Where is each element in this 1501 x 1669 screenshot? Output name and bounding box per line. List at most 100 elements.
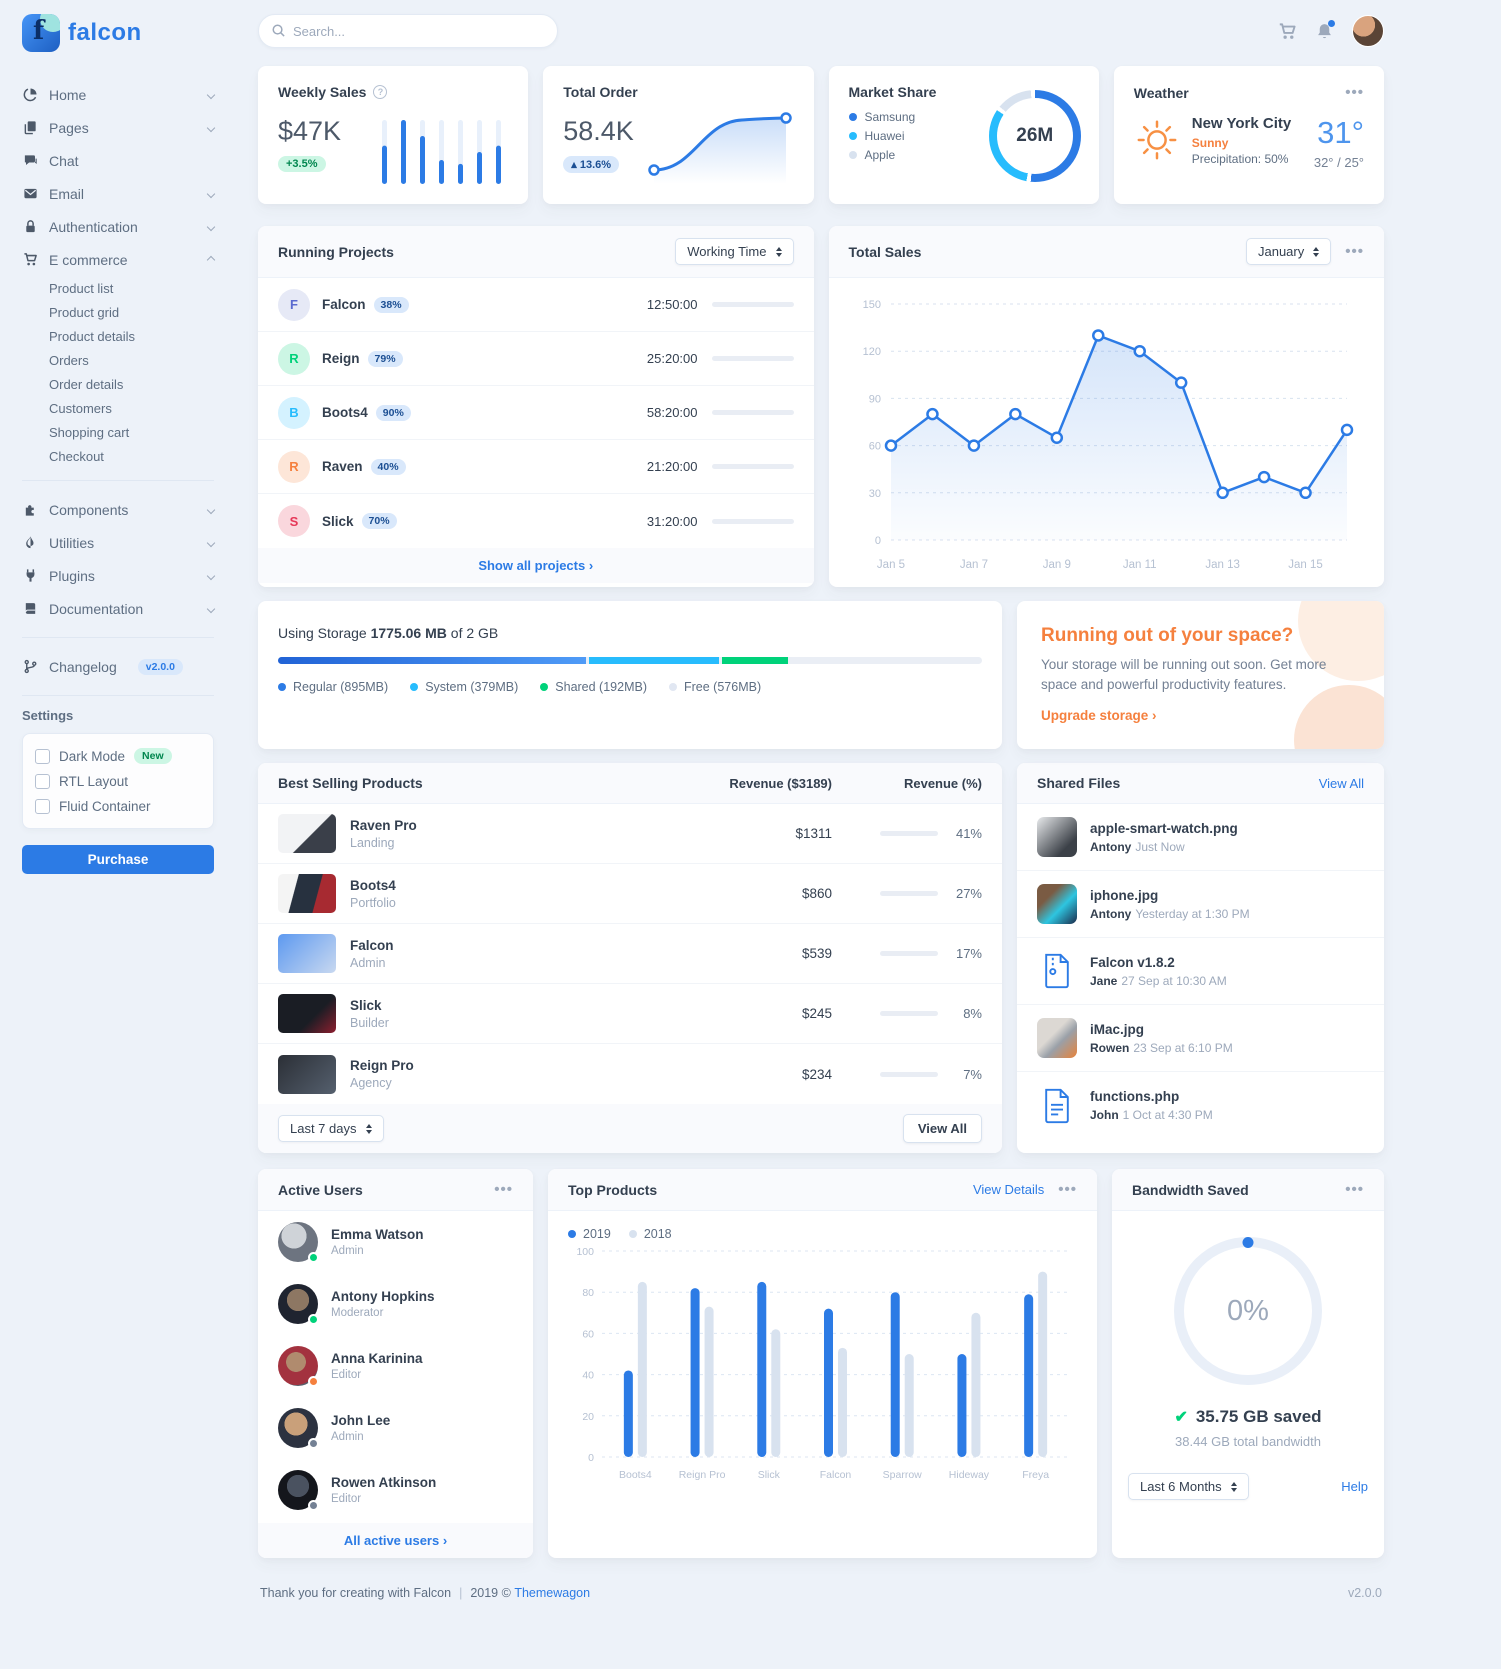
revenue-bar	[880, 831, 938, 837]
svg-text:Jan 11: Jan 11	[1122, 559, 1156, 571]
sidebar-item-email[interactable]: Email	[22, 177, 228, 210]
shopping-cart-icon[interactable]	[1278, 22, 1297, 41]
checkbox[interactable]	[35, 748, 50, 764]
sidebar-item-product-details[interactable]: Product details	[49, 328, 135, 344]
sidebar-item-order-details[interactable]: Order details	[49, 376, 124, 392]
list-item[interactable]: apple-smart-watch.png Antony Just Now	[1017, 804, 1384, 872]
checkbox[interactable]	[35, 799, 50, 814]
avatar: F	[278, 288, 310, 321]
list-item[interactable]: Rowen Atkinson Editor	[258, 1459, 533, 1521]
list-item[interactable]: Anna Karinina Editor	[258, 1335, 533, 1397]
progress-badge: 40%	[370, 458, 406, 475]
market-share-donut: 26M	[988, 90, 1081, 182]
sidebar-item-label: Plugins	[49, 567, 95, 584]
progress-bar	[711, 302, 794, 307]
sidebar-item-chat[interactable]: Chat	[22, 144, 228, 177]
sidebar-item-customers[interactable]: Customers	[49, 400, 112, 416]
sidebar-item-orders[interactable]: Orders	[49, 352, 89, 368]
project-row[interactable]: R Raven 40% 21:20:00	[258, 440, 814, 494]
show-all-projects-link[interactable]: Show all projects ›	[478, 558, 594, 573]
svg-text:150: 150	[862, 299, 880, 311]
table-row[interactable]: Boots4 Portfolio $860 27%	[258, 864, 1002, 925]
ellipsis-icon[interactable]: •••	[1345, 84, 1364, 101]
chevron-down-icon	[206, 90, 216, 99]
upgrade-storage-link[interactable]: Upgrade storage ›	[1041, 708, 1157, 724]
running-projects-card: Running Projects Working Time F Falcon 3…	[258, 226, 814, 587]
help-link[interactable]: Help	[1341, 1479, 1368, 1495]
legend-item: Free (576MB)	[669, 680, 761, 694]
ellipsis-icon[interactable]: •••	[1058, 1181, 1077, 1199]
sidebar-item-changelog[interactable]: Changelog v2.0.0	[22, 650, 228, 683]
list-item[interactable]: functions.php John 1 Oct at 4:30 PM	[1017, 1072, 1384, 1139]
table-row[interactable]: Falcon Admin $539 17%	[258, 924, 1002, 985]
top-products-bar-chart: 0 20 40 60 80 100 Boots4 Reign Pro Slick Falcon Sp…	[576, 1246, 1069, 1481]
ellipsis-icon[interactable]: •••	[1345, 243, 1364, 260]
sidebar-item-product-grid[interactable]: Product grid	[49, 304, 120, 320]
product-thumbnail	[278, 814, 336, 854]
sidebar-item-authentication[interactable]: Authentication	[22, 210, 228, 243]
checkbox[interactable]	[35, 774, 50, 789]
legend-item: Samsung	[848, 110, 1079, 124]
last-6-months-select[interactable]: Last 6 Months	[1128, 1473, 1249, 1501]
sidebar-item-checkout[interactable]: Checkout	[49, 448, 104, 464]
weather-card: Weather ••• New York City Sunny Precipita…	[1113, 66, 1384, 204]
sidebar-item-home[interactable]: Home	[22, 78, 228, 111]
list-item[interactable]: Falcon v1.8.2 Jane 27 Sep at 10:30 AM	[1017, 938, 1384, 1006]
sidebar-item-product-list[interactable]: Product list	[49, 280, 114, 296]
view-all-button[interactable]: View All	[902, 1114, 982, 1144]
avatar	[278, 1408, 319, 1450]
bell-icon[interactable]	[1315, 19, 1335, 41]
project-time: 31:20:00	[646, 513, 698, 529]
svg-text:100: 100	[576, 1246, 594, 1258]
sidebar-item-pages[interactable]: Pages	[22, 111, 228, 144]
top-products-legend: 2019 2018	[548, 1211, 1097, 1243]
last-7-days-select[interactable]: Last 7 days	[278, 1115, 384, 1143]
month-select[interactable]: January	[1245, 238, 1332, 265]
list-item[interactable]: John Lee Admin	[258, 1397, 533, 1459]
view-all-link[interactable]: View All	[1318, 775, 1364, 791]
falcon-logo[interactable]: falcon	[22, 14, 228, 52]
working-time-select[interactable]: Working Time	[675, 238, 794, 265]
sidebar-item-documentation[interactable]: Documentation	[22, 592, 228, 625]
fluid-container-toggle[interactable]: Fluid Container	[35, 799, 201, 814]
table-row[interactable]: Slick Builder $245 8%	[258, 984, 1002, 1045]
sidebar: falcon Home Pages Chat Email Authenticat…	[0, 0, 238, 1630]
card-title: Weather	[1133, 84, 1189, 101]
project-row[interactable]: F Falcon 38% 12:50:00	[258, 278, 814, 332]
footer-thanks: Thank you for creating with Falcon	[260, 1586, 452, 1601]
total-order-line-chart	[647, 112, 792, 184]
dark-mode-toggle[interactable]: Dark Mode New	[35, 748, 201, 764]
question-mark-icon[interactable]: ?	[373, 85, 388, 99]
search-input[interactable]	[258, 14, 558, 48]
sidebar-item-ecommerce[interactable]: E commerce	[22, 243, 228, 276]
ellipsis-icon[interactable]: •••	[1345, 1181, 1364, 1199]
table-row[interactable]: Reign Pro Agency $234 7%	[258, 1044, 1002, 1104]
purchase-button[interactable]: Purchase	[22, 845, 214, 874]
svg-text:Boots4: Boots4	[619, 1469, 652, 1481]
file-icon	[1037, 1086, 1077, 1126]
legend-item: Regular (895MB)	[278, 680, 388, 694]
stats-row: Weekly Sales? $47K +3.5% Total Order 58.…	[258, 66, 1384, 204]
avatar: R	[278, 342, 310, 375]
avatar[interactable]	[1352, 15, 1384, 47]
themewagon-link[interactable]: Themewagon	[514, 1586, 591, 1601]
table-row[interactable]: Raven Pro Landing $1311 41%	[258, 804, 1002, 865]
sidebar-item-label: Home	[49, 86, 87, 103]
project-row[interactable]: S Slick 70% 31:20:00	[258, 494, 814, 548]
sidebar-item-utilities[interactable]: Utilities	[22, 526, 228, 559]
project-row[interactable]: B Boots4 90% 58:20:00	[258, 386, 814, 440]
list-item[interactable]: Emma Watson Admin	[258, 1211, 533, 1273]
list-item[interactable]: iMac.jpg Rowen 23 Sep at 6:10 PM	[1017, 1005, 1384, 1073]
project-time: 12:50:00	[646, 297, 698, 312]
sidebar-item-components[interactable]: Components	[22, 493, 228, 526]
rtl-layout-toggle[interactable]: RTL Layout	[35, 774, 201, 789]
list-item[interactable]: iphone.jpg Antony Yesterday at 1:30 PM	[1017, 871, 1384, 939]
all-active-users-link[interactable]: All active users ›	[343, 1533, 448, 1549]
list-item[interactable]: Antony Hopkins Moderator	[258, 1273, 533, 1335]
project-row[interactable]: R Reign 79% 25:20:00	[258, 332, 814, 386]
avatar: B	[278, 396, 310, 429]
sidebar-item-shopping-cart[interactable]: Shopping cart	[49, 424, 130, 440]
sidebar-item-plugins[interactable]: Plugins	[22, 559, 228, 592]
view-details-link[interactable]: View Details	[972, 1182, 1045, 1198]
ellipsis-icon[interactable]: •••	[494, 1181, 513, 1199]
